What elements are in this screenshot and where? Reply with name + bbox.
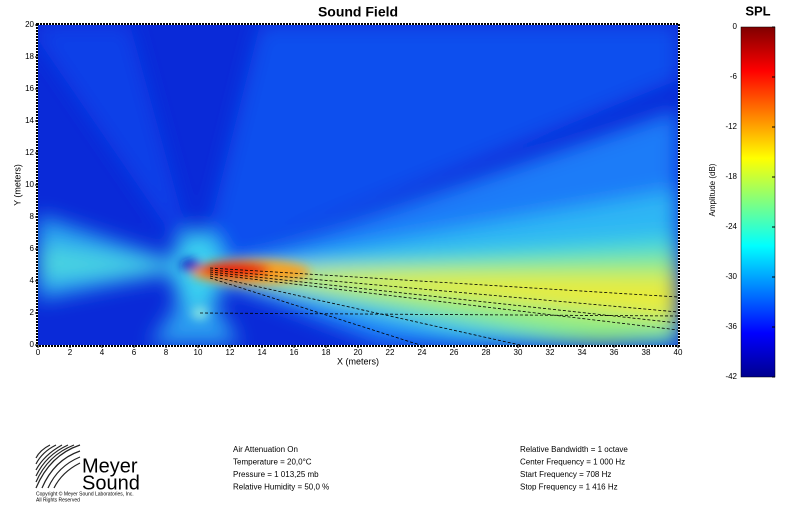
colorbar-label: Amplitude (dB): [708, 163, 717, 216]
y-tick-label: 4: [30, 276, 35, 285]
logo-text: Sound: [82, 472, 140, 494]
x-tick-label: 10: [194, 348, 203, 357]
x-tick-label: 6: [132, 348, 137, 357]
colorbar: [740, 26, 776, 378]
x-tick-label: 0: [36, 348, 41, 357]
y-tick-label: 2: [30, 308, 35, 317]
x-tick-label: 40: [674, 348, 683, 357]
rights: All Rights Reserved: [36, 497, 80, 503]
frequency-info: Center Frequency = 1 000 Hz: [520, 458, 625, 467]
x-tick-label: 18: [322, 348, 331, 357]
frequency-info: Start Frequency = 708 Hz: [520, 470, 611, 479]
colorbar-tick-label: -12: [725, 122, 737, 131]
x-tick-label: 36: [610, 348, 619, 357]
environment-info: Air Attenuation On: [233, 445, 298, 454]
y-tick-label: 0: [30, 340, 35, 349]
colorbar-tick-label: 0: [733, 22, 738, 31]
y-tick-label: 18: [25, 52, 34, 61]
y-tick-label: 6: [30, 244, 35, 253]
y-tick-label: 14: [25, 116, 34, 125]
copyright: Copyright © Meyer Sound Laboratories, In…: [36, 490, 134, 497]
environment-info: Pressure = 1 013,25 mb: [233, 470, 319, 479]
x-tick-label: 24: [418, 348, 427, 357]
x-tick-label: 38: [642, 348, 651, 357]
logo-text: Meyer: [82, 455, 138, 477]
y-tick-label: 20: [25, 20, 34, 29]
x-tick-label: 32: [546, 348, 555, 357]
x-tick-label: 14: [258, 348, 267, 357]
frequency-info: Relative Bandwidth = 1 octave: [520, 445, 628, 454]
colorbar-tick-label: -30: [725, 272, 737, 281]
x-tick-label: 28: [482, 348, 491, 357]
y-tick-label: 10: [25, 180, 34, 189]
sound-field: [38, 25, 678, 345]
x-tick-label: 34: [578, 348, 587, 357]
colorbar-tick-label: -42: [725, 372, 737, 381]
colorbar-tick-label: -18: [725, 172, 737, 181]
chart-title: Sound Field: [318, 4, 398, 20]
environment-info: Relative Humidity = 50,0 %: [233, 483, 329, 492]
environment-info: Temperature = 20,0°C: [233, 458, 312, 467]
frequency-info: Stop Frequency = 1 416 Hz: [520, 483, 618, 492]
y-tick-label: 16: [25, 84, 34, 93]
x-tick-label: 30: [514, 348, 523, 357]
x-tick-label: 26: [450, 348, 459, 357]
x-tick-label: 16: [290, 348, 299, 357]
x-tick-label: 2: [68, 348, 73, 357]
colorbar-tick-label: -36: [725, 322, 737, 331]
x-tick-label: 20: [354, 348, 363, 357]
colorbar-tick-label: -24: [725, 222, 737, 231]
y-tick-label: 12: [25, 148, 34, 157]
logo: [35, 444, 81, 489]
x-axis-label: X (meters): [337, 356, 379, 366]
x-tick-label: 8: [164, 348, 169, 357]
colorbar-tick-label: -6: [730, 72, 738, 81]
x-tick-label: 4: [100, 348, 105, 357]
y-axis-label: Y (meters): [12, 164, 22, 206]
x-tick-label: 22: [386, 348, 395, 357]
colorbar-title: SPL: [745, 3, 770, 18]
x-tick-label: 12: [226, 348, 235, 357]
y-tick-label: 8: [30, 212, 35, 221]
